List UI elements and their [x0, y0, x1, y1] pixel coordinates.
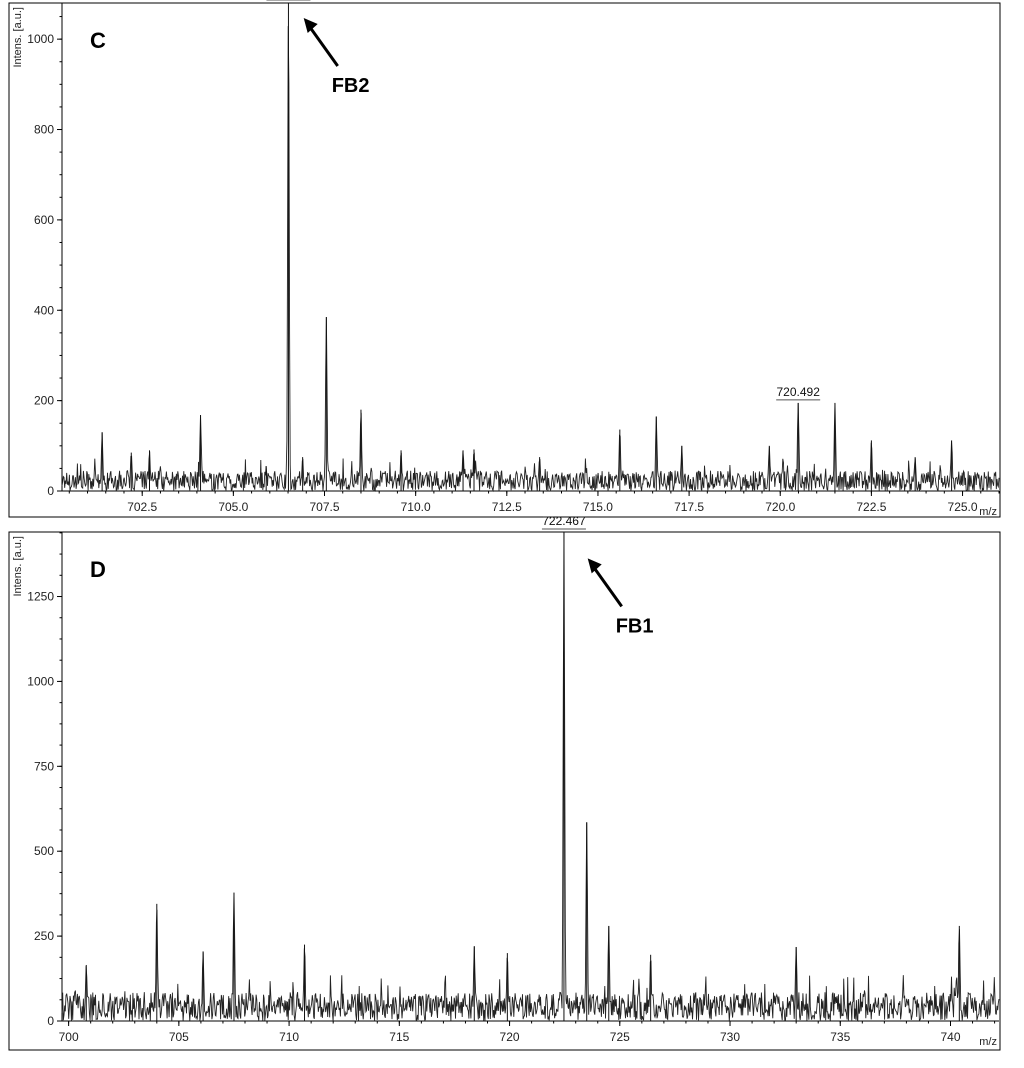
x-tick-label: 705	[169, 1030, 189, 1044]
spectrum-trace	[61, 532, 1000, 1023]
y-tick-label: 800	[34, 123, 54, 137]
x-tick-label: 707.5	[309, 500, 339, 514]
y-tick-label: 1000	[27, 32, 54, 46]
panel-frame	[8, 531, 1001, 1051]
y-tick-label: 250	[34, 929, 54, 943]
x-axis-label: m/z	[979, 1036, 997, 1048]
x-tick-label: 735	[830, 1030, 850, 1044]
y-axis-label: Intens. [a.u.]	[12, 7, 24, 68]
panel-label: C	[90, 28, 106, 53]
x-tick-label: 712.5	[492, 500, 522, 514]
y-tick-label: 600	[34, 213, 54, 227]
annotation-label: FB2	[332, 75, 370, 97]
y-tick-label: 1250	[27, 590, 54, 604]
x-tick-label: 702.5	[127, 500, 157, 514]
x-tick-label: 717.5	[674, 500, 704, 514]
y-tick-label: 400	[34, 303, 54, 317]
y-axis-label: Intens. [a.u.]	[12, 536, 24, 597]
y-tick-label: 750	[34, 759, 54, 773]
annotation-arrow-head	[587, 558, 602, 574]
x-tick-label: 725	[610, 1030, 630, 1044]
peak-label: 722.467	[542, 514, 586, 528]
x-tick-label: 715.0	[583, 500, 613, 514]
x-tick-label: 730	[720, 1030, 740, 1044]
panel-label: D	[90, 557, 106, 582]
x-tick-label: 740	[940, 1030, 960, 1044]
x-tick-label: 705.0	[218, 500, 248, 514]
x-tick-label: 700	[59, 1030, 79, 1044]
x-tick-label: 725.0	[948, 500, 978, 514]
annotation-label: FB1	[616, 615, 654, 637]
x-tick-label: 715	[389, 1030, 409, 1044]
spectrum-trace	[61, 26, 1000, 493]
annotation-arrow-head	[303, 18, 318, 34]
panel-frame	[8, 2, 1001, 518]
y-tick-label: 500	[34, 844, 54, 858]
y-tick-label: 1000	[27, 674, 54, 688]
annotation-arrow-shaft	[306, 23, 339, 67]
x-tick-label: 710	[279, 1030, 299, 1044]
x-axis-label: m/z	[979, 506, 997, 518]
annotation-arrow-shaft	[590, 563, 623, 608]
x-tick-label: 710.0	[401, 500, 431, 514]
y-tick-label: 200	[34, 394, 54, 408]
x-tick-label: 720.0	[765, 500, 795, 514]
chart-panel-c: 0 200 400 600 800 1000 702.5 705.0 707.5 710.0 712…	[8, 0, 1001, 518]
y-tick-label: 0	[47, 1014, 54, 1028]
y-tick-label: 0	[47, 484, 54, 498]
x-tick-label: 720	[500, 1030, 520, 1044]
chart-panel-d: 0 250 500 750 1000 1250 700 705 710 715 720 725 730 7…	[8, 514, 1001, 1051]
peak-label: 720.492	[776, 385, 820, 399]
x-tick-label: 722.5	[856, 500, 886, 514]
